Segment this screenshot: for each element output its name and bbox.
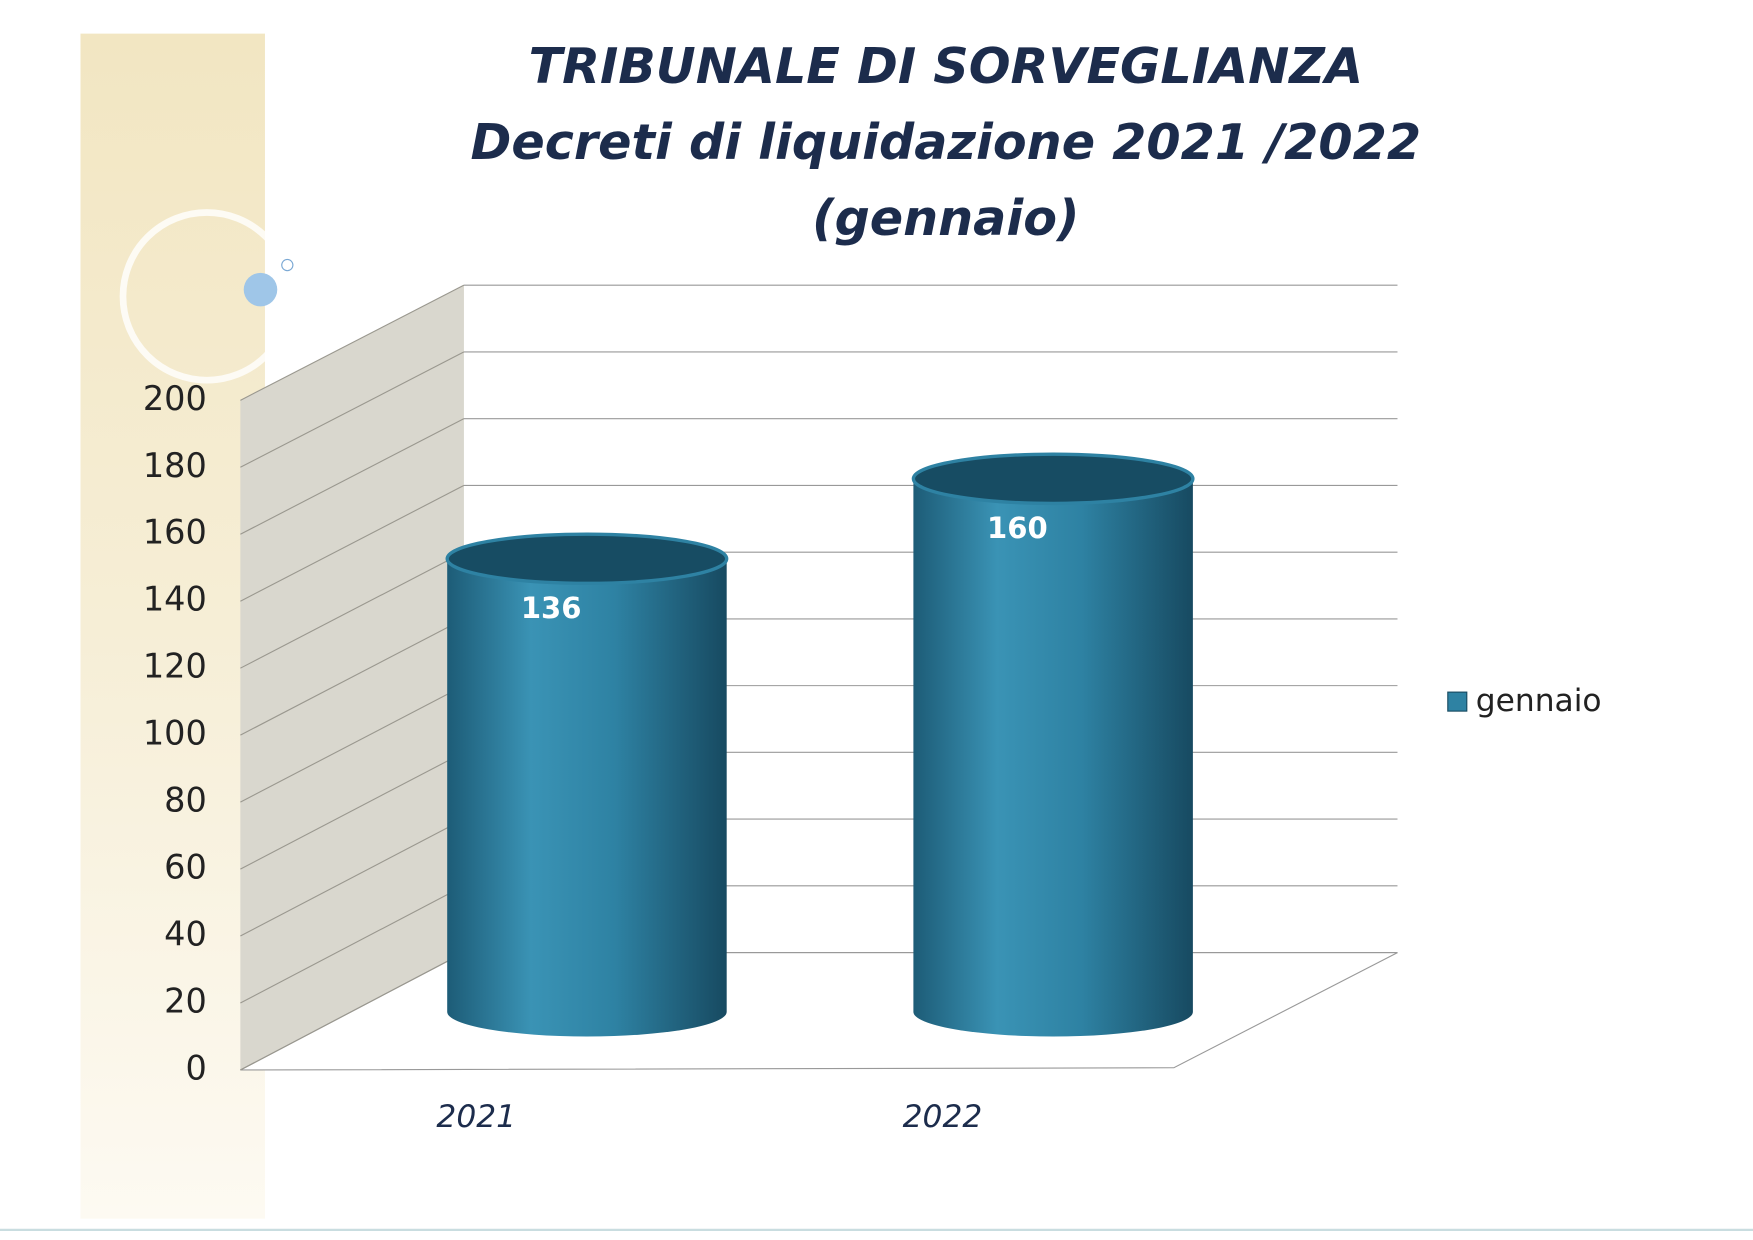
grid-line: [240, 952, 465, 1071]
y-tick-label: 180: [143, 446, 207, 485]
x-tick-label: 2022: [903, 1099, 983, 1135]
grid-line: [240, 484, 465, 602]
y-tick-label: 160: [143, 513, 207, 552]
data-label: 136: [521, 591, 582, 625]
bar-top: [445, 532, 729, 586]
legend-label: gennaio: [1476, 683, 1602, 719]
grid-line: [240, 751, 465, 870]
y-tick-label: 0: [185, 1048, 206, 1087]
y-tick-label: 40: [164, 915, 207, 954]
y-tick-label: 80: [164, 781, 207, 820]
grid-line: [240, 351, 465, 468]
bar: [447, 558, 727, 1037]
y-tick-label: 60: [164, 848, 207, 887]
grid-line: [240, 885, 465, 1004]
decor-bubble: [281, 258, 294, 272]
chart-title: (gennaio): [812, 189, 1079, 247]
bar: [913, 478, 1193, 1037]
grid-line: [240, 618, 465, 736]
grid-line: [240, 284, 465, 401]
chart-title: TRIBUNALE DI SORVEGLIANZA: [529, 37, 1363, 95]
chart-title: Decreti di liquidazione 2021 /2022: [471, 113, 1422, 171]
decor-bubble: [243, 272, 278, 307]
y-tick-label: 120: [143, 647, 207, 686]
grid-line: [240, 685, 465, 803]
bar-top: [911, 452, 1195, 506]
y-tick-label: 140: [143, 580, 207, 619]
y-tick-label: 100: [143, 714, 207, 753]
x-tick-label: 2021: [436, 1099, 516, 1135]
y-tick-label: 200: [143, 379, 207, 418]
decor-ring: [119, 209, 295, 384]
data-label: 160: [987, 511, 1048, 545]
legend-swatch: [1447, 691, 1468, 712]
y-tick-label: 20: [164, 982, 207, 1021]
decor-strip: [80, 33, 265, 1219]
grid-line: [240, 551, 465, 669]
grid-line: [240, 818, 465, 937]
grid-line: [240, 418, 465, 535]
